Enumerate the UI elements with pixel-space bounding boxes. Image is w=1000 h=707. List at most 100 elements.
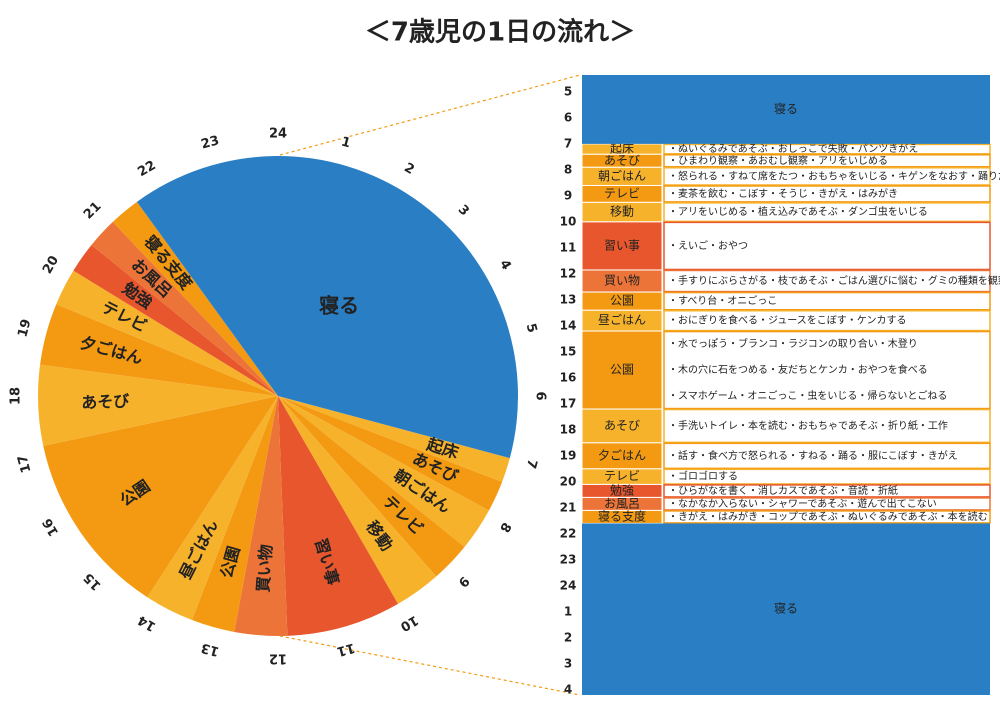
table-note: ・ゴロゴロする: [668, 470, 738, 483]
table-label: 勉強: [610, 483, 634, 497]
table-label: 起床: [610, 142, 634, 156]
table-note: ・手すりにぶらさがる・枝であそぶ・ごはん選びに悩む・グミの種類を観察: [668, 274, 1000, 287]
table-label: 買い物: [604, 274, 640, 288]
table-label: 夕ごはん: [598, 447, 646, 462]
table-hour-label: 20: [560, 474, 577, 488]
slice-label: あそび: [81, 391, 131, 412]
hour-tick-label: 21: [81, 199, 104, 222]
table-note-cell: [663, 310, 991, 332]
table-note-cell: [663, 408, 991, 444]
slice-label: 寝る: [319, 293, 359, 317]
table-sleep-block: [582, 523, 990, 695]
chart-title: ＜7歳児の1日の流れ＞: [365, 18, 635, 48]
table-note: ・怒られる・すねて席をたつ・おもちゃをいじる・キゲンをなおす・踊りだす: [668, 169, 1000, 182]
table-hour-label: 4: [564, 682, 572, 696]
table-hour-label: 24: [560, 578, 577, 592]
table-note-cell: [663, 510, 991, 524]
table-note: ・話す・食べ方で怒られる・すねる・踊る・服にこぼす・きがえ: [668, 449, 958, 462]
table-hour-label: 11: [560, 240, 577, 254]
table-note: ・スマホゲーム・オニごっこ・虫をいじる・帰らないとごねる: [668, 389, 947, 402]
hour-tick-label: 14: [135, 612, 158, 634]
table-note-cell: [663, 442, 991, 470]
hour-tick-label: 9: [455, 573, 472, 590]
hour-tick-label: 15: [81, 570, 104, 593]
table-note-cell: [663, 221, 991, 271]
hour-tick-label: 16: [40, 515, 62, 538]
table-note: ・水でっぽう・ブランコ・ラジコンの取り合い・木登り: [668, 337, 918, 350]
table-hour-label: 23: [560, 552, 577, 566]
hour-tick-label: 17: [15, 453, 34, 474]
table-hour-label: 19: [560, 448, 577, 462]
table-hour-label: 5: [564, 84, 572, 98]
pie-slice: [278, 396, 510, 483]
pie-slice: [191, 396, 278, 632]
pie-slice: [147, 396, 278, 621]
table-label: 寝る: [774, 101, 798, 116]
table-label: 習い事: [604, 238, 640, 252]
table-note: ・えいご・おやつ: [668, 239, 748, 252]
table-label: 公園: [610, 363, 634, 377]
table-label-cell: [581, 221, 663, 271]
slice-label: 買い物: [253, 544, 275, 593]
table-note-cell: [663, 269, 991, 293]
pie-slice: [73, 244, 278, 396]
hour-tick-label: 20: [40, 253, 62, 276]
table-note-cell: [663, 167, 991, 186]
hour-tick-label: 12: [269, 651, 287, 666]
table-hour-label: 8: [564, 162, 572, 176]
table-label: 寝る: [774, 601, 798, 616]
table-hour-label: 6: [564, 110, 572, 124]
hour-tick-label: 13: [200, 639, 221, 658]
pie-slice: [112, 201, 279, 396]
table-hour-label: 2: [564, 630, 572, 644]
hour-tick-label: 19: [15, 318, 34, 339]
table-hour-label: 18: [560, 422, 577, 436]
table-label: 朝ごはん: [598, 168, 646, 183]
table-label: あそび: [604, 153, 640, 167]
pie-slice: [91, 221, 278, 396]
pie-slice: [234, 396, 288, 636]
hour-tick-label: 18: [9, 387, 24, 405]
hour-tick-label: 24: [269, 127, 287, 142]
table-hour-label: 13: [560, 292, 577, 306]
hour-tick-label: 6: [533, 391, 548, 400]
pie-slice: [38, 364, 279, 446]
table-hour-label: 22: [560, 526, 577, 540]
table-note: ・なかなか入らない・シャワーであそぶ・遊んで出てこない: [668, 497, 937, 510]
hour-tick-label: 22: [135, 158, 158, 180]
table-note-cell: [663, 143, 991, 155]
table-hour-label: 17: [560, 396, 577, 410]
hour-tick-label: 2: [401, 160, 416, 178]
hour-tick-label: 7: [523, 458, 540, 471]
table-note-cell: [663, 185, 991, 203]
table-note-cell: [663, 330, 991, 410]
table-label: 移動: [610, 205, 634, 219]
pie-slice: [56, 270, 278, 396]
table-note: ・きがえ・はみがき・コップであそぶ・ぬいぐるみであそぶ・本を読む: [668, 510, 988, 523]
table-note-cell: [663, 468, 991, 485]
table-hour-label: 16: [560, 370, 577, 384]
table-note: ・手洗いトイレ・本を読む・おもちゃであそぶ・折り紙・工作: [668, 419, 948, 432]
table-label: あそび: [604, 418, 640, 432]
table-hour-label: 10: [560, 214, 577, 228]
table-note-cell: [663, 154, 991, 168]
table-hour-label: 3: [564, 656, 572, 670]
pie-slice: [278, 396, 489, 548]
hour-tick-label: 4: [496, 257, 514, 272]
table-sleep-block: [582, 75, 990, 144]
table-note: ・木の穴に石をつめる・友だちとケンカ・おやつを食べる: [668, 363, 928, 376]
pie-slice: [43, 396, 279, 598]
table-note: ・すべり台・オニごっこ: [668, 294, 777, 307]
table-note-cell: [663, 497, 991, 511]
pie-slice: [278, 396, 398, 636]
table-hour-label: 14: [560, 318, 577, 332]
table-hour-label: 15: [560, 344, 577, 358]
table-note: ・麦茶を飲む・こぼす・そうじ・きがえ・はみがき: [668, 187, 898, 200]
pie-slice: [136, 155, 519, 459]
hour-tick-label: 11: [335, 639, 356, 658]
connector: [279, 635, 581, 696]
table-note: ・ひまわり観察・あおむし観察・アリをいじめる: [668, 154, 888, 167]
pie-slice: [40, 304, 278, 396]
table-label-cell: [581, 442, 663, 470]
